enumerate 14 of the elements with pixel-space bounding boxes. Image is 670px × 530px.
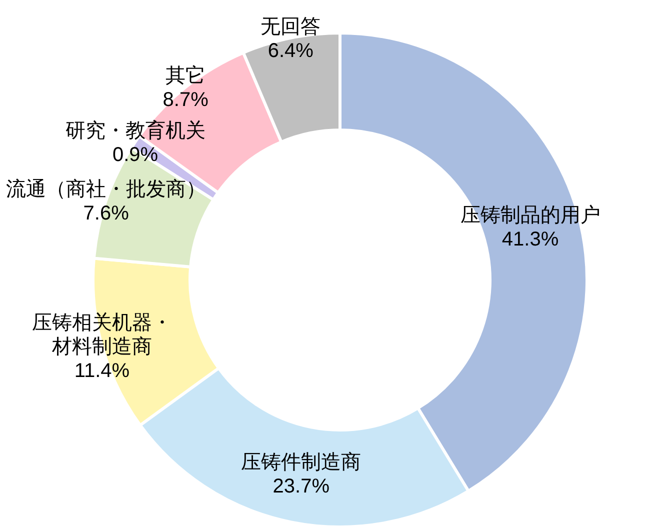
slice-label: 压铸相关机器・材料制造商 xyxy=(32,312,172,358)
slice-label: 研究・教育机关 xyxy=(65,118,206,142)
slice-label: 其它 xyxy=(166,64,206,88)
data-label: 0.9% xyxy=(112,144,158,166)
slice-label: 压铸制品的用户 xyxy=(460,204,600,227)
data-label: 41.3% xyxy=(502,228,559,251)
data-label: 23.7% xyxy=(272,476,330,498)
data-label: 6.4% xyxy=(268,40,314,62)
slice-label: 流通（商社・批发商） xyxy=(6,178,206,201)
slice-label: 无回答 xyxy=(260,16,321,38)
data-label: 11.4% xyxy=(74,360,130,382)
data-label: 8.7% xyxy=(162,89,209,112)
data-label: 7.6% xyxy=(83,202,130,225)
slice-label: 压铸件制造商 xyxy=(241,452,362,474)
